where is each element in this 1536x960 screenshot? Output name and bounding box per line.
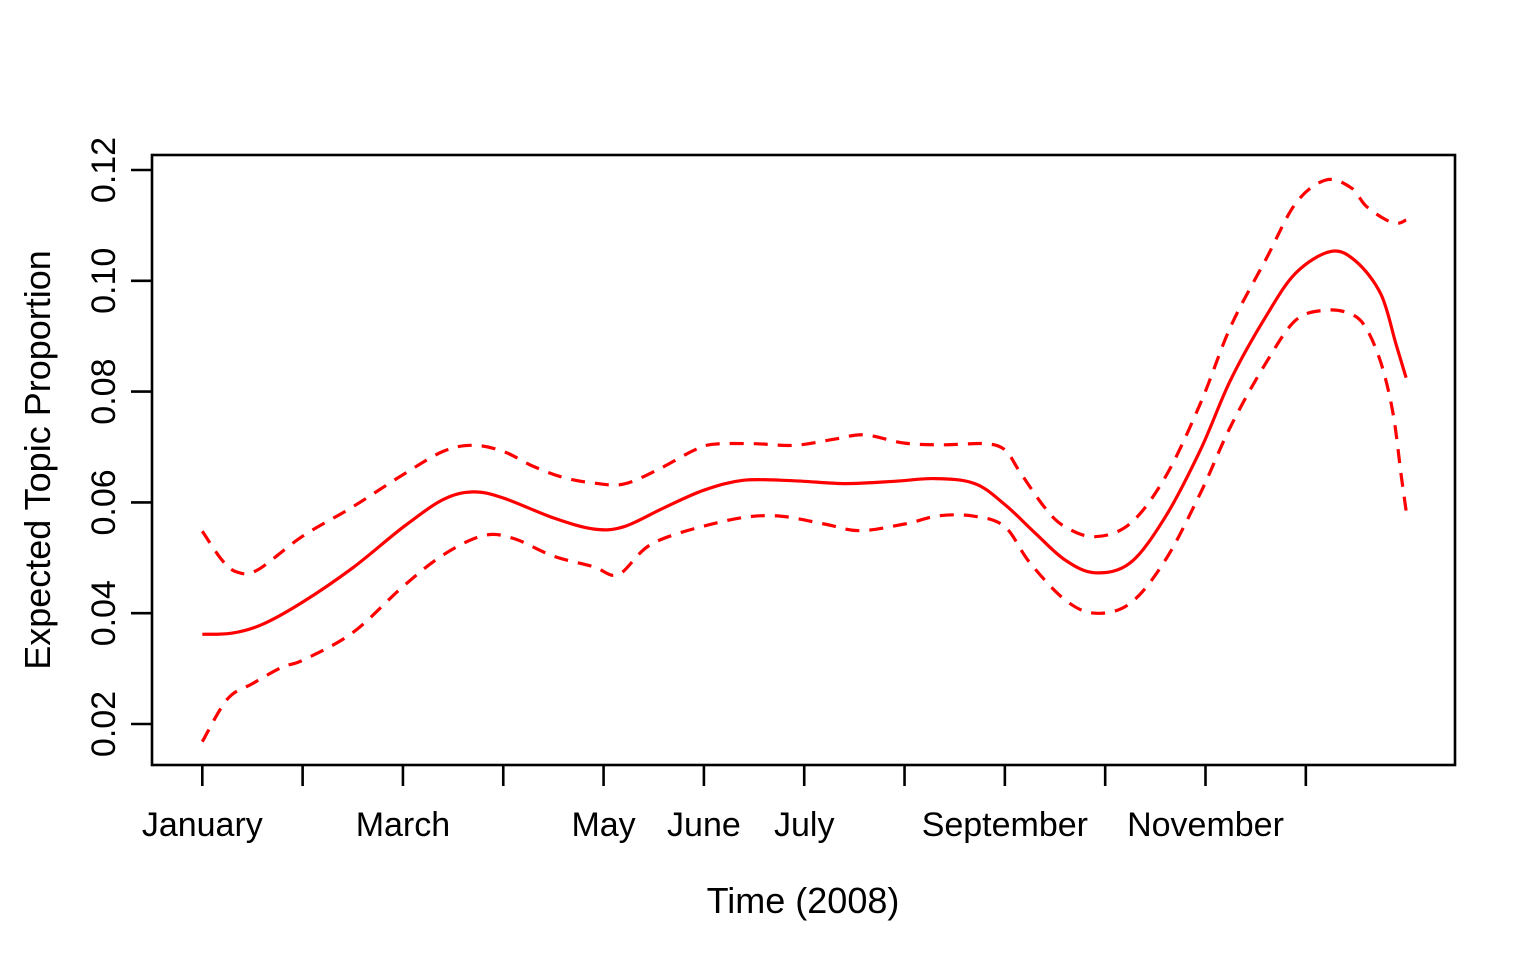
y-tick-label: 0.02 xyxy=(85,691,123,757)
x-tick-label: September xyxy=(922,806,1088,844)
y-tick-label: 0.10 xyxy=(85,248,123,314)
y-tick-label: 0.06 xyxy=(85,469,123,535)
lower-confidence-band-line xyxy=(200,308,1408,743)
x-tick-label: March xyxy=(356,806,450,844)
x-tick-label: July xyxy=(774,806,834,844)
x-tick-label: November xyxy=(1127,806,1284,844)
y-tick-label: 0.08 xyxy=(85,359,123,425)
x-tick-label: May xyxy=(571,806,635,844)
upper-confidence-band-line xyxy=(200,177,1407,576)
y-axis-title: Expected Topic Proportion xyxy=(17,250,58,670)
y-tick-label: 0.04 xyxy=(85,580,123,646)
x-tick-label: January xyxy=(142,806,263,844)
y-tick-label: 0.12 xyxy=(85,137,123,203)
x-axis: January March May June July September November xyxy=(142,765,1308,844)
x-tick-label: June xyxy=(667,806,741,844)
y-axis: 0.02 0.04 0.06 0.08 0.10 0.12 xyxy=(85,137,152,757)
series-lines xyxy=(200,177,1408,743)
expected-topic-proportion-mean-line xyxy=(202,249,1408,636)
x-axis-title: Time (2008) xyxy=(707,880,900,921)
